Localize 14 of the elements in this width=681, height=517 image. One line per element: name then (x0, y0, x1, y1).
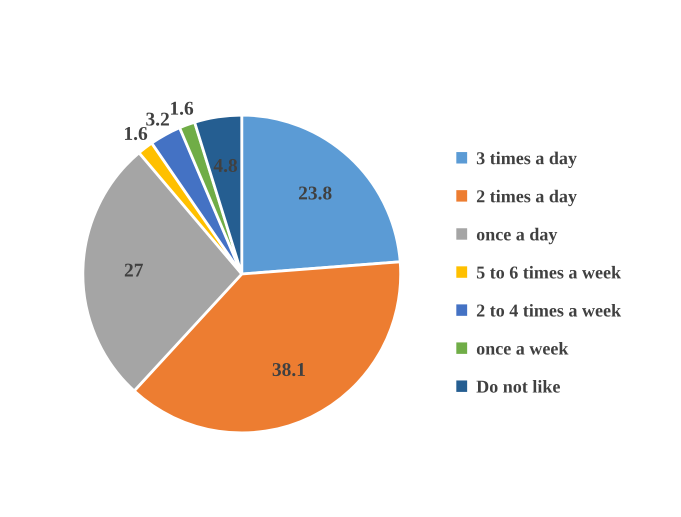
data-label: 3.2 (146, 112, 169, 126)
data-label: 1.6 (124, 126, 148, 140)
data-label: 23.8 (298, 186, 332, 200)
legend-label: Do not like (476, 380, 560, 393)
data-label: 38.1 (272, 362, 305, 376)
legend-label: 5 to 6 times a week (476, 266, 622, 279)
data-label: 4.8 (214, 158, 238, 172)
data-label: 27 (124, 264, 143, 276)
legend-label: once a day (476, 228, 558, 244)
legend-label: once a week (476, 342, 568, 355)
legend-label: 2 times a day (476, 190, 577, 206)
legend-label: 2 to 4 times a week (476, 304, 622, 317)
legend-label: 3 times a day (476, 152, 577, 168)
data-label: 1.6 (170, 102, 194, 115)
